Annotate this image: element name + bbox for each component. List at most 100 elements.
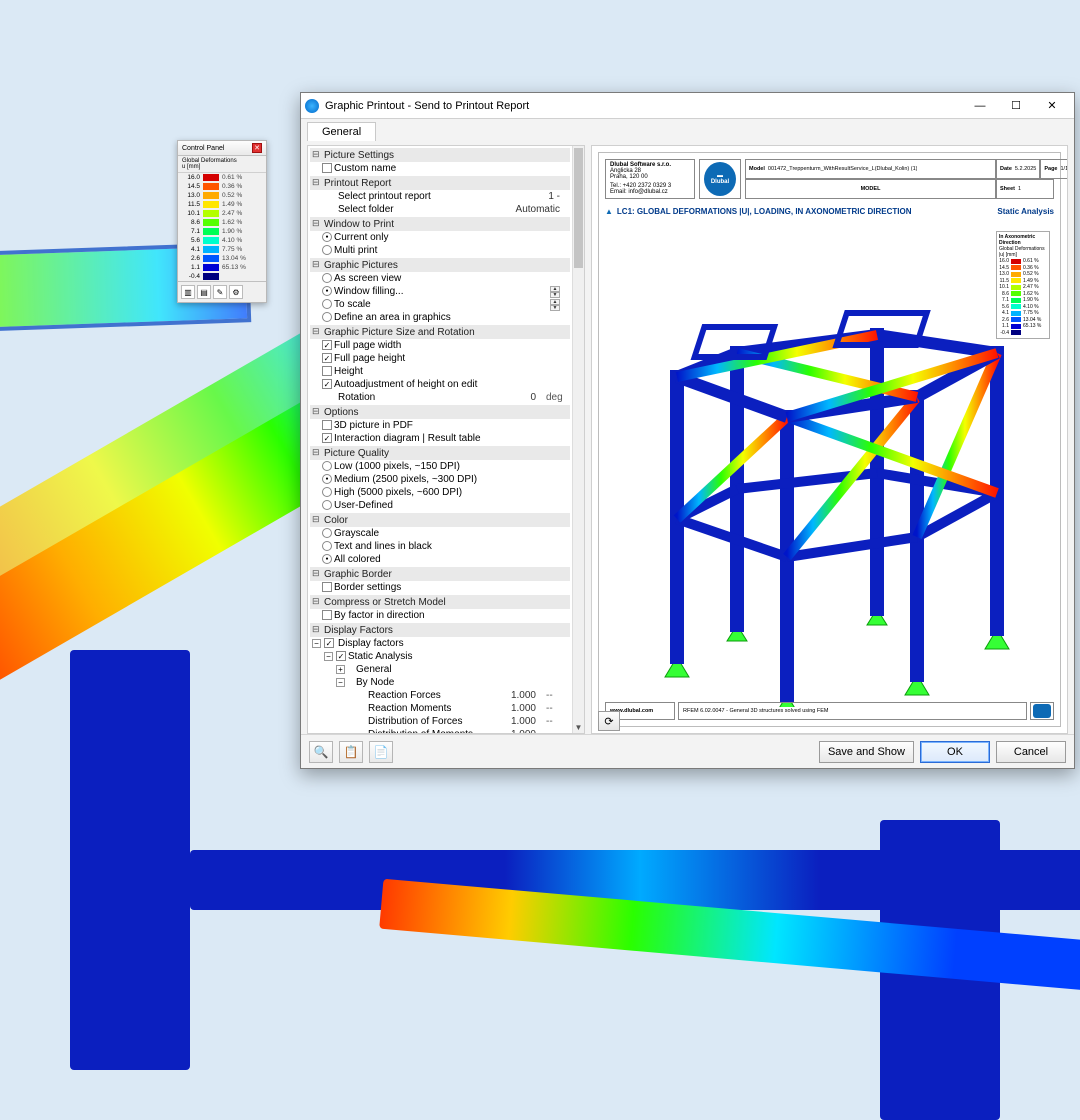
control-panel-titlebar[interactable]: Control Panel ✕ (178, 141, 266, 156)
opt-df-bynode[interactable]: −By Node (310, 676, 570, 689)
radio-icon[interactable] (322, 541, 332, 551)
checkbox-icon[interactable] (322, 163, 332, 173)
section-picture-settings[interactable]: Picture Settings (310, 148, 570, 162)
opt-grayscale[interactable]: Grayscale (310, 527, 570, 540)
checkbox-icon[interactable] (322, 420, 332, 430)
opt-current-only[interactable]: Current only (310, 231, 570, 244)
section-color[interactable]: Color (310, 513, 570, 527)
cancel-button[interactable]: Cancel (996, 741, 1066, 763)
opt-border[interactable]: Border settings (310, 581, 570, 594)
section-printout-report[interactable]: Printout Report (310, 176, 570, 190)
tree-toggle-icon[interactable]: − (312, 639, 321, 648)
radio-icon[interactable] (322, 500, 332, 510)
opt-full-width[interactable]: Full page width (310, 339, 570, 352)
section-compress[interactable]: Compress or Stretch Model (310, 595, 570, 609)
tree-toggle-icon[interactable]: − (336, 678, 345, 687)
opt-autoadjust[interactable]: Autoadjustment of height on edit (310, 378, 570, 391)
cp-tool-icon[interactable]: ▤ (197, 285, 211, 299)
close-icon[interactable]: ✕ (252, 143, 262, 153)
radio-icon[interactable] (322, 474, 332, 484)
cp-tool-icon[interactable]: ✎ (213, 285, 227, 299)
opt-quality-high[interactable]: High (5000 pixels, ~600 DPI) (310, 486, 570, 499)
settings-button[interactable]: 📋 (339, 741, 363, 763)
cp-tool-icon[interactable]: ⚙ (229, 285, 243, 299)
opt-quality-user[interactable]: User-Defined (310, 499, 570, 512)
stepper[interactable]: ▲▼ (550, 286, 560, 298)
radio-icon[interactable] (322, 554, 332, 564)
opt-3d-pdf[interactable]: 3D picture in PDF (310, 419, 570, 432)
opt-df-static[interactable]: −Static Analysis (310, 650, 570, 663)
cp-sub2: u [mm] (182, 164, 262, 170)
maximize-button[interactable]: ☐ (998, 94, 1034, 118)
refresh-preview-button[interactable]: ⟳ (598, 711, 620, 731)
section-graphic-border[interactable]: Graphic Border (310, 567, 570, 581)
opt-rotation[interactable]: Rotation0deg (310, 391, 570, 404)
opt-all-colored[interactable]: All colored (310, 553, 570, 566)
opt-df-rf[interactable]: Reaction Forces1.000-- (310, 689, 570, 702)
opt-df-dom[interactable]: Distribution of Moments1.000-- (310, 728, 570, 733)
save-and-show-button[interactable]: Save and Show (819, 741, 914, 763)
opt-quality-low[interactable]: Low (1000 pixels, ~150 DPI) (310, 460, 570, 473)
opt-select-folder[interactable]: Select folderAutomatic (310, 203, 570, 216)
stepper[interactable]: ▲▼ (550, 299, 560, 311)
opt-interaction[interactable]: Interaction diagram | Result table (310, 432, 570, 445)
opt-select-report[interactable]: Select printout report1 - (310, 190, 570, 203)
section-graphic-pictures[interactable]: Graphic Pictures (310, 258, 570, 272)
checkbox-icon[interactable] (322, 366, 332, 376)
radio-icon[interactable] (322, 232, 332, 242)
opt-df-general[interactable]: +General (310, 663, 570, 676)
opt-full-height[interactable]: Full page height (310, 352, 570, 365)
opt-text-black[interactable]: Text and lines in black (310, 540, 570, 553)
opt-height[interactable]: Height (310, 365, 570, 378)
checkbox-icon[interactable] (322, 582, 332, 592)
opt-window-filling[interactable]: Window filling... ▲▼ (310, 285, 570, 298)
section-picture-quality[interactable]: Picture Quality (310, 446, 570, 460)
opt-to-scale[interactable]: To scale ▲▼ (310, 298, 570, 311)
tree-toggle-icon[interactable]: + (336, 665, 345, 674)
legend-row: 5.64.10 % (178, 236, 266, 245)
color-legend: 16.00.61 %14.50.36 %13.00.52 %11.51.49 %… (178, 173, 266, 281)
checkbox-icon[interactable] (322, 353, 332, 363)
scrollbar[interactable]: ▲ ▼ (572, 146, 584, 733)
export-button[interactable]: 📄 (369, 741, 393, 763)
radio-icon[interactable] (322, 245, 332, 255)
checkbox-icon[interactable] (322, 610, 332, 620)
radio-icon[interactable] (322, 273, 332, 283)
opt-custom-name[interactable]: Custom name (310, 162, 570, 175)
section-display-factors[interactable]: Display Factors (310, 623, 570, 637)
opt-df-root[interactable]: −Display factors (310, 637, 570, 650)
opt-as-screen[interactable]: As screen view (310, 272, 570, 285)
checkbox-icon[interactable] (322, 340, 332, 350)
checkbox-icon[interactable] (324, 638, 334, 648)
tree-toggle-icon[interactable]: − (324, 652, 333, 661)
cp-tool-icon[interactable]: ▥ (181, 285, 195, 299)
checkbox-icon[interactable] (322, 379, 332, 389)
radio-icon[interactable] (322, 528, 332, 538)
opt-df-dof[interactable]: Distribution of Forces1.000-- (310, 715, 570, 728)
scroll-down-icon[interactable]: ▼ (573, 721, 584, 733)
checkbox-icon[interactable] (322, 433, 332, 443)
ok-button[interactable]: OK (920, 741, 990, 763)
section-options[interactable]: Options (310, 405, 570, 419)
scrollbar-thumb[interactable] (574, 148, 583, 268)
section-window-to-print[interactable]: Window to Print (310, 217, 570, 231)
legend-row: 16.00.61 % (178, 173, 266, 182)
opt-quality-medium[interactable]: Medium (2500 pixels, ~300 DPI) (310, 473, 570, 486)
close-button[interactable]: ✕ (1034, 94, 1070, 118)
radio-icon[interactable] (322, 312, 332, 322)
radio-icon[interactable] (322, 461, 332, 471)
minimize-button[interactable]: — (962, 94, 998, 118)
radio-icon[interactable] (322, 286, 332, 296)
tab-general[interactable]: General (307, 122, 376, 141)
print-page: Dlubal Software s.r.o. Anglicka 28 Praha… (598, 152, 1061, 727)
section-size-rotation[interactable]: Graphic Picture Size and Rotation (310, 325, 570, 339)
opt-define-area[interactable]: Define an area in graphics (310, 311, 570, 324)
dialog-titlebar[interactable]: Graphic Printout - Send to Printout Repo… (301, 93, 1074, 119)
radio-icon[interactable] (322, 299, 332, 309)
opt-df-rm[interactable]: Reaction Moments1.000-- (310, 702, 570, 715)
help-button[interactable]: 🔍 (309, 741, 333, 763)
opt-by-factor[interactable]: By factor in direction (310, 609, 570, 622)
radio-icon[interactable] (322, 487, 332, 497)
opt-multi-print[interactable]: Multi print (310, 244, 570, 257)
checkbox-icon[interactable] (336, 651, 346, 661)
